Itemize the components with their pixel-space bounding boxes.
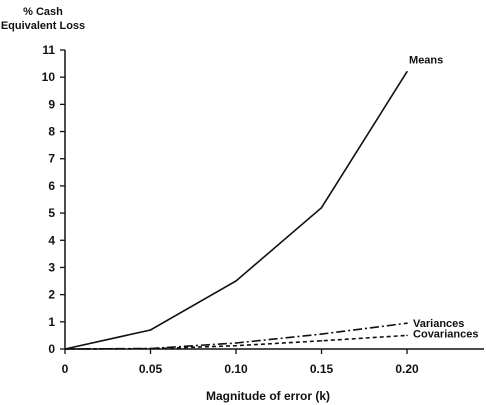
- data-point-covariances: [320, 340, 323, 342]
- series-line-means: [64, 71, 408, 350]
- x-tick-label: 0.15: [310, 362, 334, 376]
- x-axis-title: Magnitude of error (k): [206, 389, 330, 403]
- y-tick-label: 9: [48, 97, 55, 111]
- y-tick-label: 1: [48, 315, 55, 329]
- data-point-variances: [235, 342, 237, 344]
- y-axis-title: % Cash Equivalent Loss: [1, 6, 85, 32]
- y-tick-label: 8: [48, 125, 55, 139]
- y-axis-title-line-1: % Cash: [23, 6, 63, 18]
- data-point-covariances: [64, 348, 66, 350]
- y-tick-label: 10: [42, 70, 56, 84]
- x-tick-label: 0.05: [139, 362, 163, 376]
- series-label-covariances: Covariances: [413, 328, 478, 340]
- data-point-covariances: [406, 334, 408, 337]
- series-lines: [64, 70, 408, 350]
- y-tick-label: 5: [48, 206, 55, 220]
- data-point-means: [320, 206, 323, 209]
- series-label-variances: Variances: [413, 318, 464, 330]
- data-point-covariances: [235, 344, 237, 347]
- x-tick-label: 0.20: [395, 362, 419, 376]
- y-tick-label: 0: [48, 342, 55, 356]
- y-tick-label: 7: [48, 152, 55, 166]
- x-axis-ticks: 0 0.05 0.10 0.15 0.20: [62, 349, 419, 376]
- data-point-variances: [320, 333, 323, 335]
- y-tick-label: 6: [48, 179, 55, 193]
- y-tick-label: 4: [48, 233, 55, 247]
- data-point-variances: [406, 322, 408, 324]
- data-point-means: [406, 70, 408, 73]
- y-tick-label: 3: [48, 260, 55, 274]
- series-label-means: Means: [409, 55, 443, 67]
- data-point-covariances: [149, 347, 152, 350]
- data-point-means: [235, 280, 237, 282]
- y-axis-title-line-2: Equivalent Loss: [1, 20, 85, 32]
- y-tick-label: 2: [48, 288, 55, 302]
- x-tick-label: 0: [62, 362, 69, 376]
- x-tick-label: 0.10: [224, 362, 248, 376]
- y-tick-label: 11: [42, 43, 55, 57]
- y-axis-ticks: 0 1 2 3 4 5 6 7 8 9 10 11: [42, 43, 65, 356]
- data-point-means: [149, 329, 152, 331]
